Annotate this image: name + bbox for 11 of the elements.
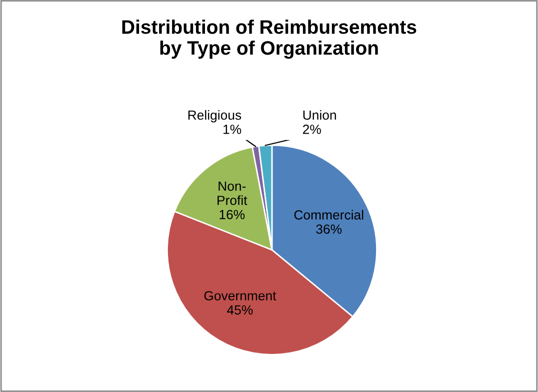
slice-label: Commercial bbox=[294, 210, 364, 220]
slice-label: Religious bbox=[188, 110, 242, 122]
data-label: 16% bbox=[220, 210, 245, 220]
data-label: 45% bbox=[227, 305, 253, 315]
data-label: 36% bbox=[316, 224, 342, 234]
data-label: 2% bbox=[302, 124, 321, 134]
slice-label: Non-Profit bbox=[218, 182, 248, 206]
slice-label: Government bbox=[204, 291, 276, 300]
slice-label: Union bbox=[303, 110, 336, 120]
data-label: 1% bbox=[224, 124, 242, 134]
chart-title: Distribution of Reimbursements by Type of Organization bbox=[122, 20, 416, 59]
